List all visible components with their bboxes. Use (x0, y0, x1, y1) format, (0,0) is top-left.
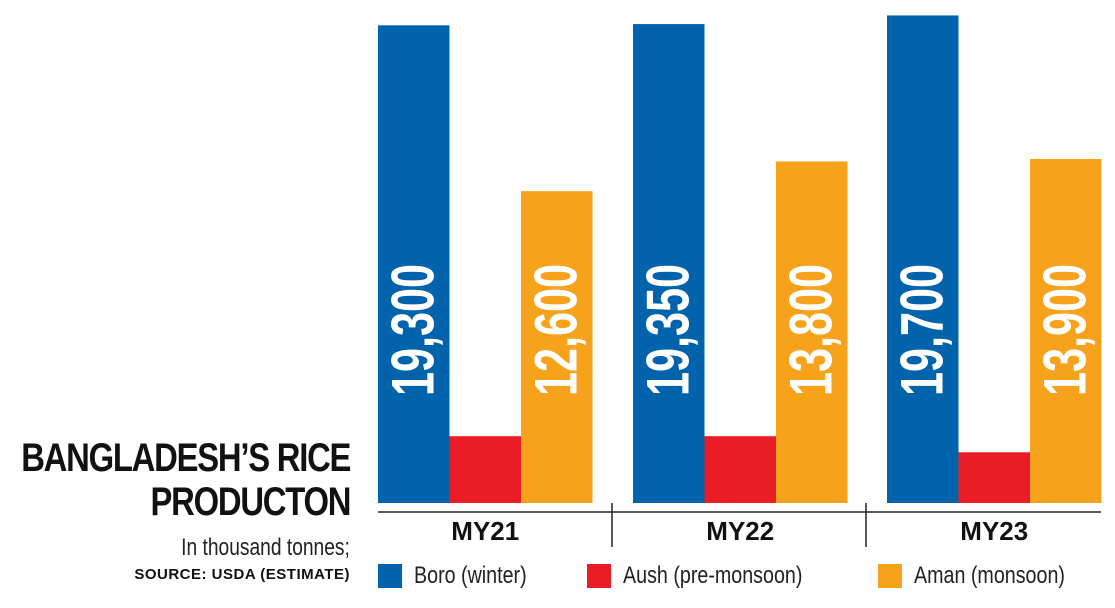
chart-title-line-1: BANGLADESH’S RICE (21, 436, 351, 480)
chart-source: SOURCE: USDA (ESTIMATE) (134, 566, 350, 583)
bar-boro-my22 (633, 24, 705, 504)
legend-item-aush: Aush (pre-monsoon) (587, 562, 842, 590)
legend-swatch-aman (878, 564, 903, 588)
legend-item-boro: Boro (winter) (378, 562, 551, 590)
bar-chart: 19,300 12,600 MY21 19,350 13,800 MY22 19,700 13… (378, 15, 1102, 547)
bar-boro-my23 (887, 15, 959, 504)
data-label-boro-my23: 19,700 (889, 264, 956, 396)
chart-title-line-2: PRODUCTON (150, 480, 351, 524)
legend-swatch-boro (378, 564, 402, 588)
x-tick-label-my21: MY21 (451, 516, 519, 546)
bar-aman-my21 (521, 191, 593, 503)
data-label-aman-my22: 13,800 (778, 264, 845, 396)
legend-label-boro: Boro (winter) (414, 562, 527, 589)
data-label-boro-my21: 19,300 (380, 264, 447, 396)
bar-boro-my21 (378, 25, 450, 503)
x-tick-label-my23: MY23 (960, 516, 1028, 546)
bar-aush-my23 (958, 452, 1030, 503)
bar-aush-my22 (704, 436, 776, 503)
bar-aman-my23 (1030, 158, 1102, 503)
chart-subtitle: In thousand tonnes; (181, 534, 350, 561)
data-label-aman-my21: 12,600 (523, 264, 590, 396)
chart-title: BANGLADESH’S RICE PRODUCTON (0, 436, 351, 524)
bar-aman-my22 (776, 161, 848, 503)
x-tick-label-my22: MY22 (706, 516, 774, 546)
bar-aush-my21 (449, 436, 521, 503)
legend-label-aush: Aush (pre-monsoon) (623, 562, 803, 589)
legend: Boro (winter) Aush (pre-monsoon) Aman (m… (378, 562, 1115, 590)
data-label-boro-my22: 19,350 (635, 264, 702, 396)
legend-swatch-aush (587, 564, 612, 588)
data-label-aman-my23: 13,900 (1032, 264, 1099, 396)
legend-label-aman: Aman (monsoon) (914, 562, 1066, 589)
legend-item-aman: Aman (monsoon) (878, 562, 1098, 590)
